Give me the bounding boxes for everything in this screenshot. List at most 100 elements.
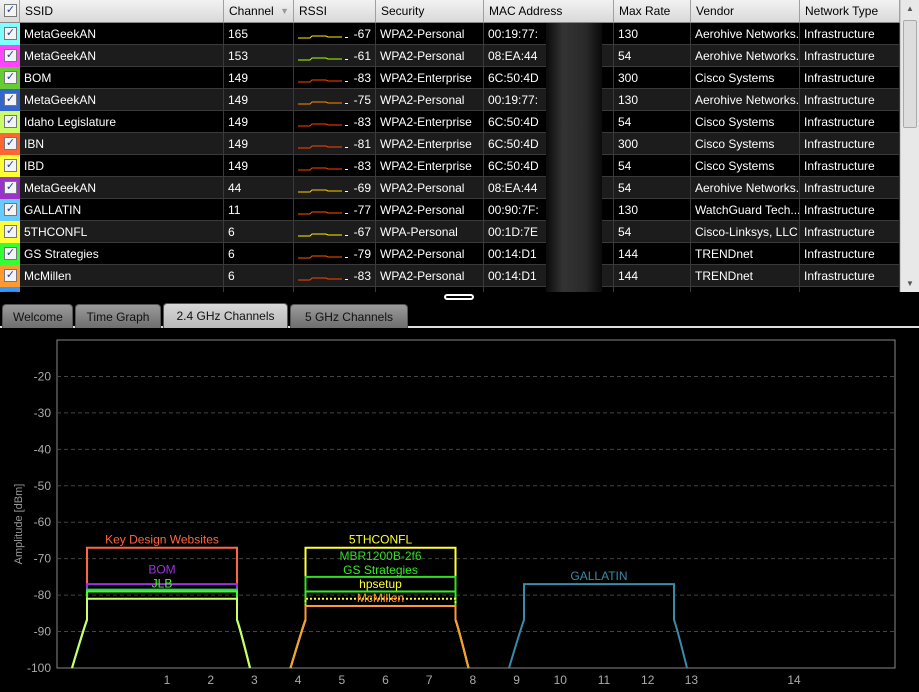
x-tick-label: 14 [787, 673, 801, 687]
network-curve[interactable] [71, 583, 251, 669]
row-checkbox[interactable]: ✓ [4, 159, 17, 172]
cell-rate: 130 [614, 89, 691, 111]
network-curve[interactable] [508, 583, 688, 669]
cell-rssi: -83 [294, 265, 376, 287]
row-checkbox[interactable]: ✓ [4, 137, 17, 150]
table-row[interactable]: ✓ GS Strategies 6 -79 WPA2-Personal 00:14:D1 1… [0, 243, 900, 265]
cell-rate: 144 [614, 265, 691, 287]
cell-rssi: -67 [294, 221, 376, 243]
cell-vendor: Aerohive Networks... [691, 89, 800, 111]
tab-time-graph[interactable]: Time Graph [75, 304, 161, 328]
table-row[interactable]: ✓ Idaho Legislature 149 -83 WPA2-Enterprise 6… [0, 111, 900, 133]
network-curve[interactable] [71, 590, 251, 669]
table-row[interactable]: ✓ IBN 149 -81 WPA2-Enterprise 6C:50:4D 300 Cisc… [0, 133, 900, 155]
row-checkbox[interactable]: ✓ [4, 93, 17, 106]
table-row[interactable]: ✓ McMillen 6 -83 WPA2-Personal 00:14:D1 144 TRE… [0, 265, 900, 287]
row-checkbox[interactable]: ✓ [4, 247, 17, 260]
row-checkbox[interactable]: ✓ [4, 71, 17, 84]
network-curve[interactable] [71, 597, 251, 669]
cell-rssi: -69 [294, 177, 376, 199]
redacted-mac [546, 287, 602, 292]
column-header-rssi[interactable]: RSSI [294, 0, 376, 23]
redacted-mac [546, 133, 602, 155]
tab-5-ghz-channels[interactable]: 5 GHz Channels [290, 304, 408, 328]
network-curve[interactable] [289, 605, 470, 669]
column-header-vendor[interactable]: Vendor [691, 0, 800, 23]
column-header-mac[interactable]: MAC Address [484, 0, 614, 23]
network-curve[interactable] [71, 590, 251, 669]
tab-2-4-ghz-channels[interactable]: 2.4 GHz Channels [163, 303, 288, 328]
redacted-mac [546, 89, 602, 111]
rssi-sparkline [298, 277, 348, 281]
row-checkbox[interactable]: ✓ [4, 115, 17, 128]
color-swatch: ✓ [0, 155, 20, 177]
cell-rssi: -83 [294, 155, 376, 177]
network-label: BOM [148, 562, 175, 576]
table-row[interactable]: ✓ 5THCONFL 6 -67 WPA-Personal 00:1D:7E 54 Cisco… [0, 221, 900, 243]
redacted-mac [546, 155, 602, 177]
network-label: McMillen [357, 591, 404, 605]
color-swatch: ✓ [0, 199, 20, 221]
row-checkbox[interactable]: ✓ [4, 225, 17, 238]
cell-rssi: -75 [294, 89, 376, 111]
select-all-checkbox[interactable]: ✓ [4, 4, 17, 17]
rssi-sparkline [298, 255, 348, 259]
row-checkbox[interactable]: ✓ [4, 203, 17, 216]
cell-rate [614, 287, 691, 292]
cell-vendor: Cisco Systems [691, 67, 800, 89]
table-row[interactable]: ✓ [0, 287, 900, 292]
row-checkbox[interactable]: ✓ [4, 269, 17, 282]
x-tick-label: 7 [426, 673, 433, 687]
tab-welcome[interactable]: Welcome [2, 304, 73, 328]
scroll-up-icon[interactable]: ▲ [906, 4, 914, 13]
splitter-handle[interactable] [444, 294, 474, 300]
cell-channel: 149 [224, 89, 294, 111]
color-swatch: ✓ [0, 67, 20, 89]
column-header-ssid[interactable]: SSID [20, 0, 224, 23]
scrollbar-thumb[interactable] [903, 20, 917, 128]
network-label: 5THCONFL [349, 533, 413, 547]
row-checkbox[interactable]: ✓ [4, 291, 17, 292]
cell-security: WPA2-Personal [376, 199, 484, 221]
x-tick-label: 5 [338, 673, 345, 687]
column-header-channel[interactable]: Channel ▼ [224, 0, 294, 23]
row-checkbox[interactable]: ✓ [4, 181, 17, 194]
column-header-type[interactable]: Network Type [800, 0, 900, 23]
table-scrollbar[interactable]: ▲ ▼ [900, 0, 919, 292]
cell-channel: 149 [224, 111, 294, 133]
cell-channel: 6 [224, 221, 294, 243]
cell-vendor: Cisco-Linksys, LLC [691, 221, 800, 243]
table-row[interactable]: ✓ MetaGeekAN 153 -61 WPA2-Personal 08:EA:44 54… [0, 45, 900, 67]
cell-rssi: -67 [294, 23, 376, 45]
column-header-rate[interactable]: Max Rate [614, 0, 691, 23]
color-swatch: ✓ [0, 177, 20, 199]
cell-vendor: Aerohive Networks... [691, 23, 800, 45]
cell-type: Infrastructure [800, 23, 900, 45]
color-swatch: ✓ [0, 287, 20, 292]
table-row[interactable]: ✓ MetaGeekAN 165 -67 WPA2-Personal 00:19:77: 1… [0, 23, 900, 45]
row-checkbox[interactable]: ✓ [4, 49, 17, 62]
network-curve[interactable] [71, 588, 251, 669]
table-row[interactable]: ✓ MetaGeekAN 44 -69 WPA2-Personal 08:EA:44 54 A… [0, 177, 900, 199]
cell-security: WPA2-Personal [376, 243, 484, 265]
x-tick-label: 4 [295, 673, 302, 687]
cell-type: Infrastructure [800, 177, 900, 199]
column-header-security[interactable]: Security [376, 0, 484, 23]
rssi-sparkline [298, 101, 348, 105]
table-row[interactable]: ✓ IBD 149 -83 WPA2-Enterprise 6C:50:4D 54 Cisco… [0, 155, 900, 177]
redacted-mac [546, 243, 602, 265]
cell-rssi: -61 [294, 45, 376, 67]
cell-ssid [20, 287, 224, 292]
table-row[interactable]: ✓ BOM 149 -83 WPA2-Enterprise 6C:50:4D 300 Cisc… [0, 67, 900, 89]
table-row[interactable]: ✓ MetaGeekAN 149 -75 WPA2-Personal 00:19:77: 1… [0, 89, 900, 111]
select-all-header[interactable]: ✓ [0, 0, 20, 23]
row-checkbox[interactable]: ✓ [4, 27, 17, 40]
cell-channel: 6 [224, 265, 294, 287]
cell-rate: 54 [614, 177, 691, 199]
table-row[interactable]: ✓ GALLATIN 11 -77 WPA2-Personal 00:90:7F: 130 W… [0, 199, 900, 221]
scroll-down-icon[interactable]: ▼ [906, 279, 914, 288]
network-curve[interactable] [289, 597, 470, 669]
cell-vendor [691, 287, 800, 292]
cell-ssid: IBN [20, 133, 224, 155]
cell-channel: 153 [224, 45, 294, 67]
